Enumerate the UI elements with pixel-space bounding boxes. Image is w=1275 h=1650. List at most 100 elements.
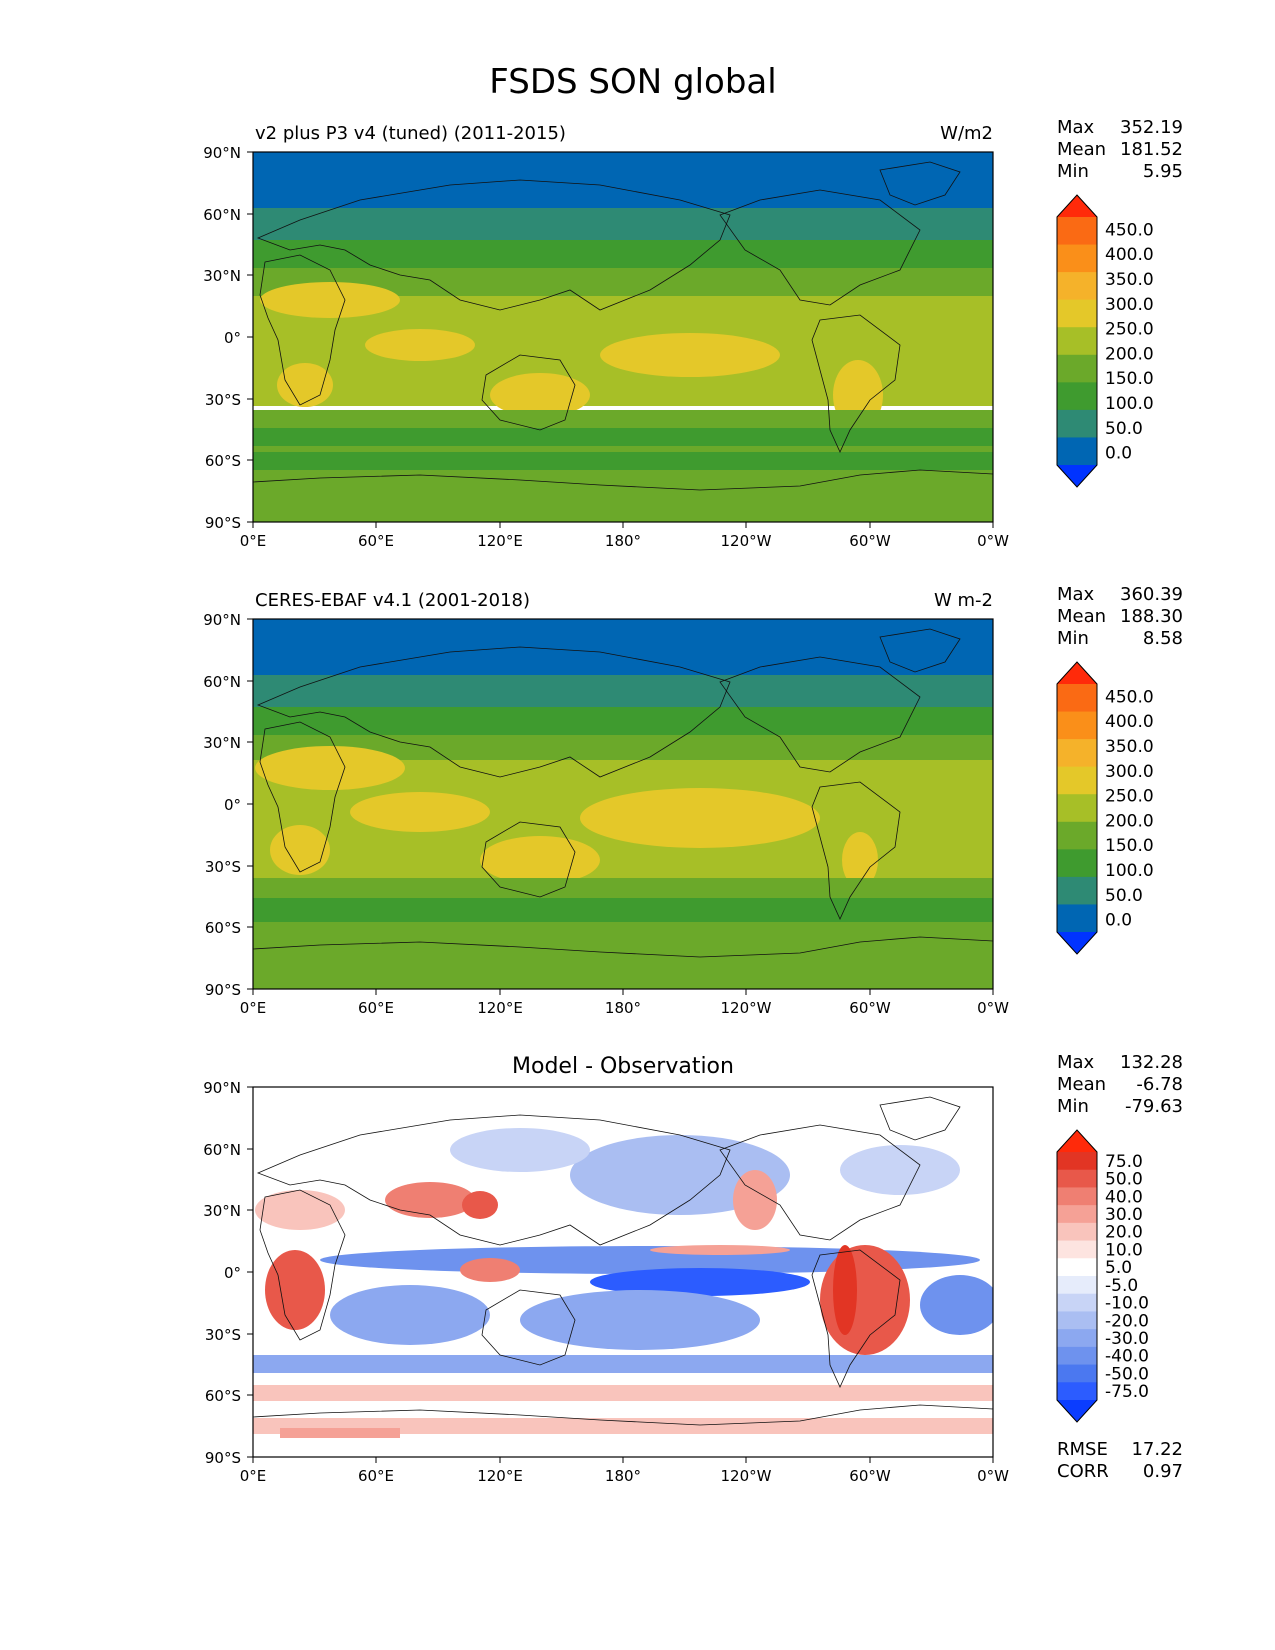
- coastlines: [253, 161, 993, 491]
- lat-label: 0°: [224, 1264, 241, 1282]
- coast-north-america: [719, 656, 921, 773]
- stat-rmse-value: 17.22: [1131, 1439, 1183, 1460]
- band-polar-north: [253, 619, 993, 681]
- coast-greenland: [879, 1096, 961, 1141]
- colorbar-tick-label: -10.0: [1105, 1294, 1149, 1314]
- coast-africa: [259, 1189, 346, 1341]
- diff-storm-track: [253, 1355, 993, 1373]
- colorbar-outline: [1056, 1129, 1098, 1423]
- lon-label: 180°: [605, 999, 641, 1017]
- region-indian-ocean: [365, 329, 475, 361]
- panel-left-title: v2 plus P3 v4 (tuned) (2011-2015): [255, 123, 566, 144]
- lon-label: 60°E: [358, 999, 394, 1017]
- colorbar-extend-min: [1057, 465, 1097, 487]
- band-midlat-south: [253, 878, 993, 900]
- coastlines: [253, 1096, 993, 1426]
- stat-mean-value: -6.78: [1136, 1074, 1183, 1095]
- lon-label: 0°E: [240, 532, 267, 550]
- colorbar-tick-label: 40.0: [1105, 1187, 1143, 1207]
- lat-label: 60°N: [203, 206, 241, 224]
- colorbar-segment: [1057, 1311, 1097, 1330]
- colorbar-segment: [1057, 684, 1097, 713]
- diff-antarctic-edge: [253, 1418, 993, 1434]
- lat-label: 30°S: [205, 1326, 241, 1344]
- colorbar-segment: [1057, 354, 1097, 383]
- colorbar-segment: [1057, 409, 1097, 438]
- panel-observation: CERES-EBAF v4.1 (2001-2018) W m-2: [203, 584, 1183, 1017]
- diff-pacific-red-streak: [650, 1245, 790, 1255]
- colorbar-tick-label: -75.0: [1105, 1382, 1149, 1402]
- diff-north-atlantic: [840, 1145, 960, 1195]
- diff-west-us: [733, 1170, 777, 1230]
- colorbar-tick-label: 300.0: [1105, 762, 1154, 782]
- lon-label: 180°: [605, 1467, 641, 1485]
- lon-label: 180°: [605, 532, 641, 550]
- colorbar-segment: [1057, 1205, 1097, 1224]
- colorbar-extend-min: [1057, 1400, 1097, 1422]
- coast-africa: [259, 721, 346, 873]
- diff-south-pacific: [520, 1290, 760, 1350]
- colorbar: 450.0 400.0 350.0 300.0 250.0 200.0 150.0 100.0…: [1056, 661, 1154, 955]
- stat-min-value: -79.63: [1125, 1096, 1183, 1117]
- stat-max-label: Max: [1057, 1052, 1095, 1073]
- colorbar: 450.0 400.0 350.0 300.0 250.0 200.0 150.0 100.0…: [1056, 194, 1154, 488]
- colorbar-segment: [1057, 1187, 1097, 1206]
- colorbar-segment: [1057, 272, 1097, 301]
- region-sahara: [255, 746, 405, 790]
- colorbar-tick-label: 200.0: [1105, 344, 1154, 364]
- colorbar-segment: [1057, 766, 1097, 795]
- map-field: [253, 1087, 993, 1457]
- region-sahara: [260, 282, 400, 318]
- band-antarctica: [253, 474, 993, 522]
- lat-label: 30°S: [205, 391, 241, 409]
- lon-labels: 0°E 60°E 120°E 180° 120°W 60°W 0°W: [240, 1467, 1009, 1485]
- panel-difference: Model - Observation: [203, 1052, 1183, 1485]
- colorbar-tick-label: 75.0: [1105, 1152, 1143, 1172]
- stat-min-value: 8.58: [1143, 628, 1183, 649]
- lat-label: 60°S: [205, 1387, 241, 1405]
- colorbar-tick-label: 300.0: [1105, 295, 1154, 315]
- band-antarctic-edge: [253, 452, 993, 470]
- diff-china: [462, 1191, 498, 1219]
- lat-label: 60°N: [203, 673, 241, 691]
- stat-mean-value: 181.52: [1120, 139, 1183, 160]
- colorbar-tick-label: 150.0: [1105, 369, 1154, 389]
- band-storm-track: [253, 428, 993, 446]
- lat-label: 90°N: [203, 611, 241, 629]
- coast-antarctica: [253, 936, 993, 958]
- colorbar-tick-label: 150.0: [1105, 836, 1154, 856]
- colorbar-tick-label: -40.0: [1105, 1347, 1149, 1367]
- coast-eurasia: [256, 646, 731, 778]
- region-australia: [490, 373, 590, 417]
- colorbar-outline: [1056, 661, 1098, 955]
- lon-label: 60°W: [849, 1467, 891, 1485]
- stat-mean-label: Mean: [1057, 1074, 1106, 1095]
- diff-indian-ocean: [330, 1285, 490, 1345]
- stat-mean-value: 188.30: [1120, 606, 1183, 627]
- coast-antarctica: [253, 469, 993, 491]
- lon-labels: 0°E 60°E 120°E 180° 120°W 60°W 0°W: [240, 999, 1009, 1017]
- diff-southern-ocean: [253, 1385, 993, 1401]
- colorbar-segment: [1057, 1293, 1097, 1312]
- colorbar-tick-label: 50.0: [1105, 886, 1143, 906]
- lon-label: 60°W: [849, 532, 891, 550]
- coastlines: [253, 628, 993, 958]
- colorbar-segment: [1057, 1382, 1097, 1401]
- diff-maritime: [460, 1258, 520, 1282]
- colorbar-tick-label: -5.0: [1105, 1276, 1138, 1296]
- map-field: [253, 619, 993, 989]
- diff-south-atlantic: [920, 1275, 993, 1335]
- panel-model: v2 plus P3 v4 (tuned) (2011-2015) W/m2: [203, 117, 1183, 550]
- colorbar-tick-label: -50.0: [1105, 1364, 1149, 1384]
- colorbar-segment: [1057, 244, 1097, 273]
- colorbar-segment: [1057, 904, 1097, 933]
- lat-ticks: [247, 151, 253, 523]
- lat-label: 0°: [224, 796, 241, 814]
- lat-label: 90°S: [205, 1449, 241, 1467]
- coast-south-america: [811, 1249, 901, 1388]
- colorbar-segment: [1057, 849, 1097, 878]
- diff-antarctic-patch: [280, 1428, 400, 1438]
- lat-ticks: [247, 1086, 253, 1458]
- region-south-africa: [270, 825, 330, 875]
